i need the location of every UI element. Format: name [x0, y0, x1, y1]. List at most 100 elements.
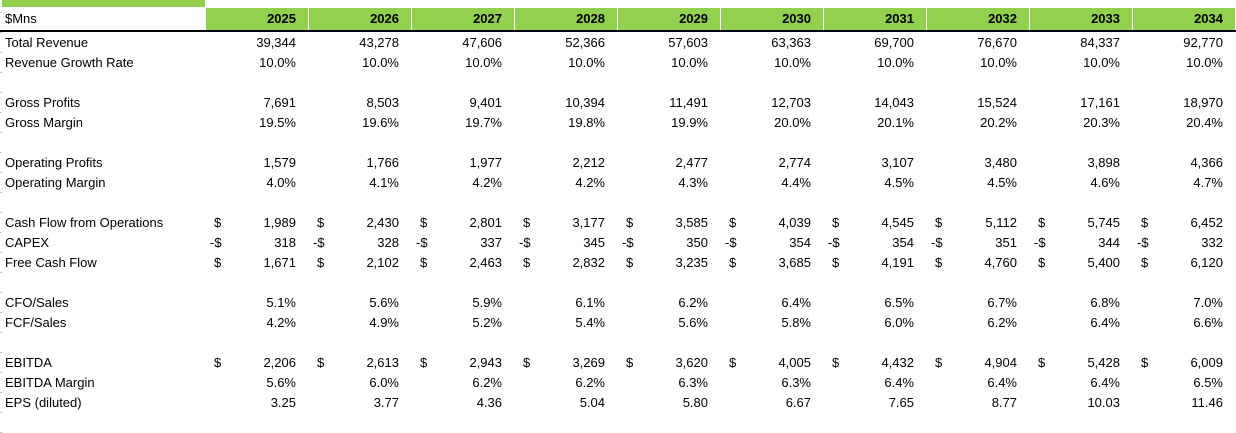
value-cell[interactable]: 11.46: [1133, 393, 1236, 413]
value-cell[interactable]: 4.2%: [412, 173, 515, 193]
value-cell[interactable]: 6.0%: [824, 313, 927, 333]
value-cell[interactable]: 19.9%: [618, 113, 721, 133]
value-cell[interactable]: $3,269: [515, 353, 618, 373]
value-cell[interactable]: 14,043: [824, 93, 927, 113]
value-cell[interactable]: 5.9%: [412, 293, 515, 313]
value-cell[interactable]: $5,428: [1030, 353, 1133, 373]
value-cell[interactable]: 4.7%: [1133, 173, 1236, 193]
value-cell[interactable]: -$ 350: [618, 233, 721, 253]
value-cell[interactable]: 19.5%: [206, 113, 309, 133]
value-cell[interactable]: 6.3%: [618, 373, 721, 393]
value-cell[interactable]: 1,766: [309, 153, 412, 173]
value-cell[interactable]: 6.2%: [412, 373, 515, 393]
value-cell[interactable]: 4.5%: [927, 173, 1030, 193]
value-cell[interactable]: 5.8%: [721, 313, 824, 333]
value-cell[interactable]: 4.1%: [309, 173, 412, 193]
value-cell[interactable]: 10,394: [515, 93, 618, 113]
value-cell[interactable]: 10.0%: [309, 53, 412, 73]
value-cell[interactable]: 12,703: [721, 93, 824, 113]
value-cell[interactable]: $4,760: [927, 253, 1030, 273]
value-cell[interactable]: 6.4%: [824, 373, 927, 393]
row-label-cell[interactable]: Gross Margin: [5, 115, 84, 130]
value-cell[interactable]: $4,039: [721, 213, 824, 233]
row-label-cell[interactable]: EPS (diluted): [5, 395, 82, 410]
value-cell[interactable]: -$ 318: [206, 233, 309, 253]
value-cell[interactable]: 5.1%: [206, 293, 309, 313]
value-cell[interactable]: 5.4%: [515, 313, 618, 333]
row-label-cell[interactable]: CFO/Sales: [5, 295, 69, 310]
value-cell[interactable]: 6.2%: [927, 313, 1030, 333]
year-header-cell[interactable]: 2026: [309, 8, 411, 30]
value-cell[interactable]: 3,480: [927, 153, 1030, 173]
value-cell[interactable]: 4.2%: [206, 313, 309, 333]
value-cell[interactable]: 63,363: [721, 33, 824, 53]
value-cell[interactable]: 4.5%: [824, 173, 927, 193]
row-label-cell[interactable]: EBITDA: [5, 355, 52, 370]
value-cell[interactable]: 6.5%: [824, 293, 927, 313]
row-label-cell[interactable]: EBITDA Margin: [5, 375, 95, 390]
value-cell[interactable]: 4.2%: [515, 173, 618, 193]
value-cell[interactable]: $4,545: [824, 213, 927, 233]
value-cell[interactable]: 6.4%: [927, 373, 1030, 393]
value-cell[interactable]: 4.3%: [618, 173, 721, 193]
value-cell[interactable]: 6.6%: [1133, 313, 1236, 333]
row-label-cell[interactable]: Gross Profits: [5, 95, 81, 110]
value-cell[interactable]: $3,620: [618, 353, 721, 373]
value-cell[interactable]: 6.1%: [515, 293, 618, 313]
value-cell[interactable]: 1,977: [412, 153, 515, 173]
value-cell[interactable]: 6.2%: [618, 293, 721, 313]
value-cell[interactable]: 19.6%: [309, 113, 412, 133]
value-cell[interactable]: 11,491: [618, 93, 721, 113]
value-cell[interactable]: 3.77: [309, 393, 412, 413]
value-cell[interactable]: -$ 337: [412, 233, 515, 253]
row-label-cell[interactable]: Free Cash Flow: [5, 255, 97, 270]
value-cell[interactable]: 6.67: [721, 393, 824, 413]
value-cell[interactable]: 4,366: [1133, 153, 1236, 173]
value-cell[interactable]: -$ 344: [1030, 233, 1133, 253]
value-cell[interactable]: $6,120: [1133, 253, 1236, 273]
value-cell[interactable]: 10.0%: [1030, 53, 1133, 73]
value-cell[interactable]: 2,477: [618, 153, 721, 173]
value-cell[interactable]: 76,670: [927, 33, 1030, 53]
value-cell[interactable]: $4,904: [927, 353, 1030, 373]
unit-label-cell[interactable]: $Mns: [2, 8, 205, 30]
value-cell[interactable]: $3,585: [618, 213, 721, 233]
value-cell[interactable]: $5,745: [1030, 213, 1133, 233]
value-cell[interactable]: 6.7%: [927, 293, 1030, 313]
row-label-cell[interactable]: CAPEX: [5, 235, 50, 250]
value-cell[interactable]: 2,774: [721, 153, 824, 173]
value-cell[interactable]: 6.4%: [1030, 373, 1133, 393]
value-cell[interactable]: 15,524: [927, 93, 1030, 113]
value-cell[interactable]: 3,107: [824, 153, 927, 173]
value-cell[interactable]: -$ 351: [927, 233, 1030, 253]
value-cell[interactable]: 6.3%: [721, 373, 824, 393]
year-header-cell[interactable]: 2029: [618, 8, 720, 30]
value-cell[interactable]: 19.7%: [412, 113, 515, 133]
value-cell[interactable]: 6.0%: [309, 373, 412, 393]
value-cell[interactable]: $4,005: [721, 353, 824, 373]
row-label-cell[interactable]: Operating Margin: [5, 175, 106, 190]
year-header-cell[interactable]: 2027: [412, 8, 514, 30]
value-cell[interactable]: 9,401: [412, 93, 515, 113]
year-header-cell[interactable]: 2030: [721, 8, 823, 30]
value-cell[interactable]: 3.25: [206, 393, 309, 413]
value-cell[interactable]: 2,212: [515, 153, 618, 173]
value-cell[interactable]: 8,503: [309, 93, 412, 113]
row-label-cell[interactable]: Cash Flow from Operations: [5, 215, 164, 230]
value-cell[interactable]: 84,337: [1030, 33, 1133, 53]
value-cell[interactable]: 6.5%: [1133, 373, 1236, 393]
value-cell[interactable]: -$ 354: [824, 233, 927, 253]
value-cell[interactable]: 6.8%: [1030, 293, 1133, 313]
value-cell[interactable]: 52,366: [515, 33, 618, 53]
value-cell[interactable]: 17,161: [1030, 93, 1133, 113]
value-cell[interactable]: $5,112: [927, 213, 1030, 233]
value-cell[interactable]: 10.03: [1030, 393, 1133, 413]
value-cell[interactable]: $2,613: [309, 353, 412, 373]
value-cell[interactable]: 8.77: [927, 393, 1030, 413]
value-cell[interactable]: 20.4%: [1133, 113, 1236, 133]
value-cell[interactable]: 10.0%: [824, 53, 927, 73]
value-cell[interactable]: $2,943: [412, 353, 515, 373]
value-cell[interactable]: $6,009: [1133, 353, 1236, 373]
value-cell[interactable]: 4.36: [412, 393, 515, 413]
value-cell[interactable]: 39,344: [206, 33, 309, 53]
